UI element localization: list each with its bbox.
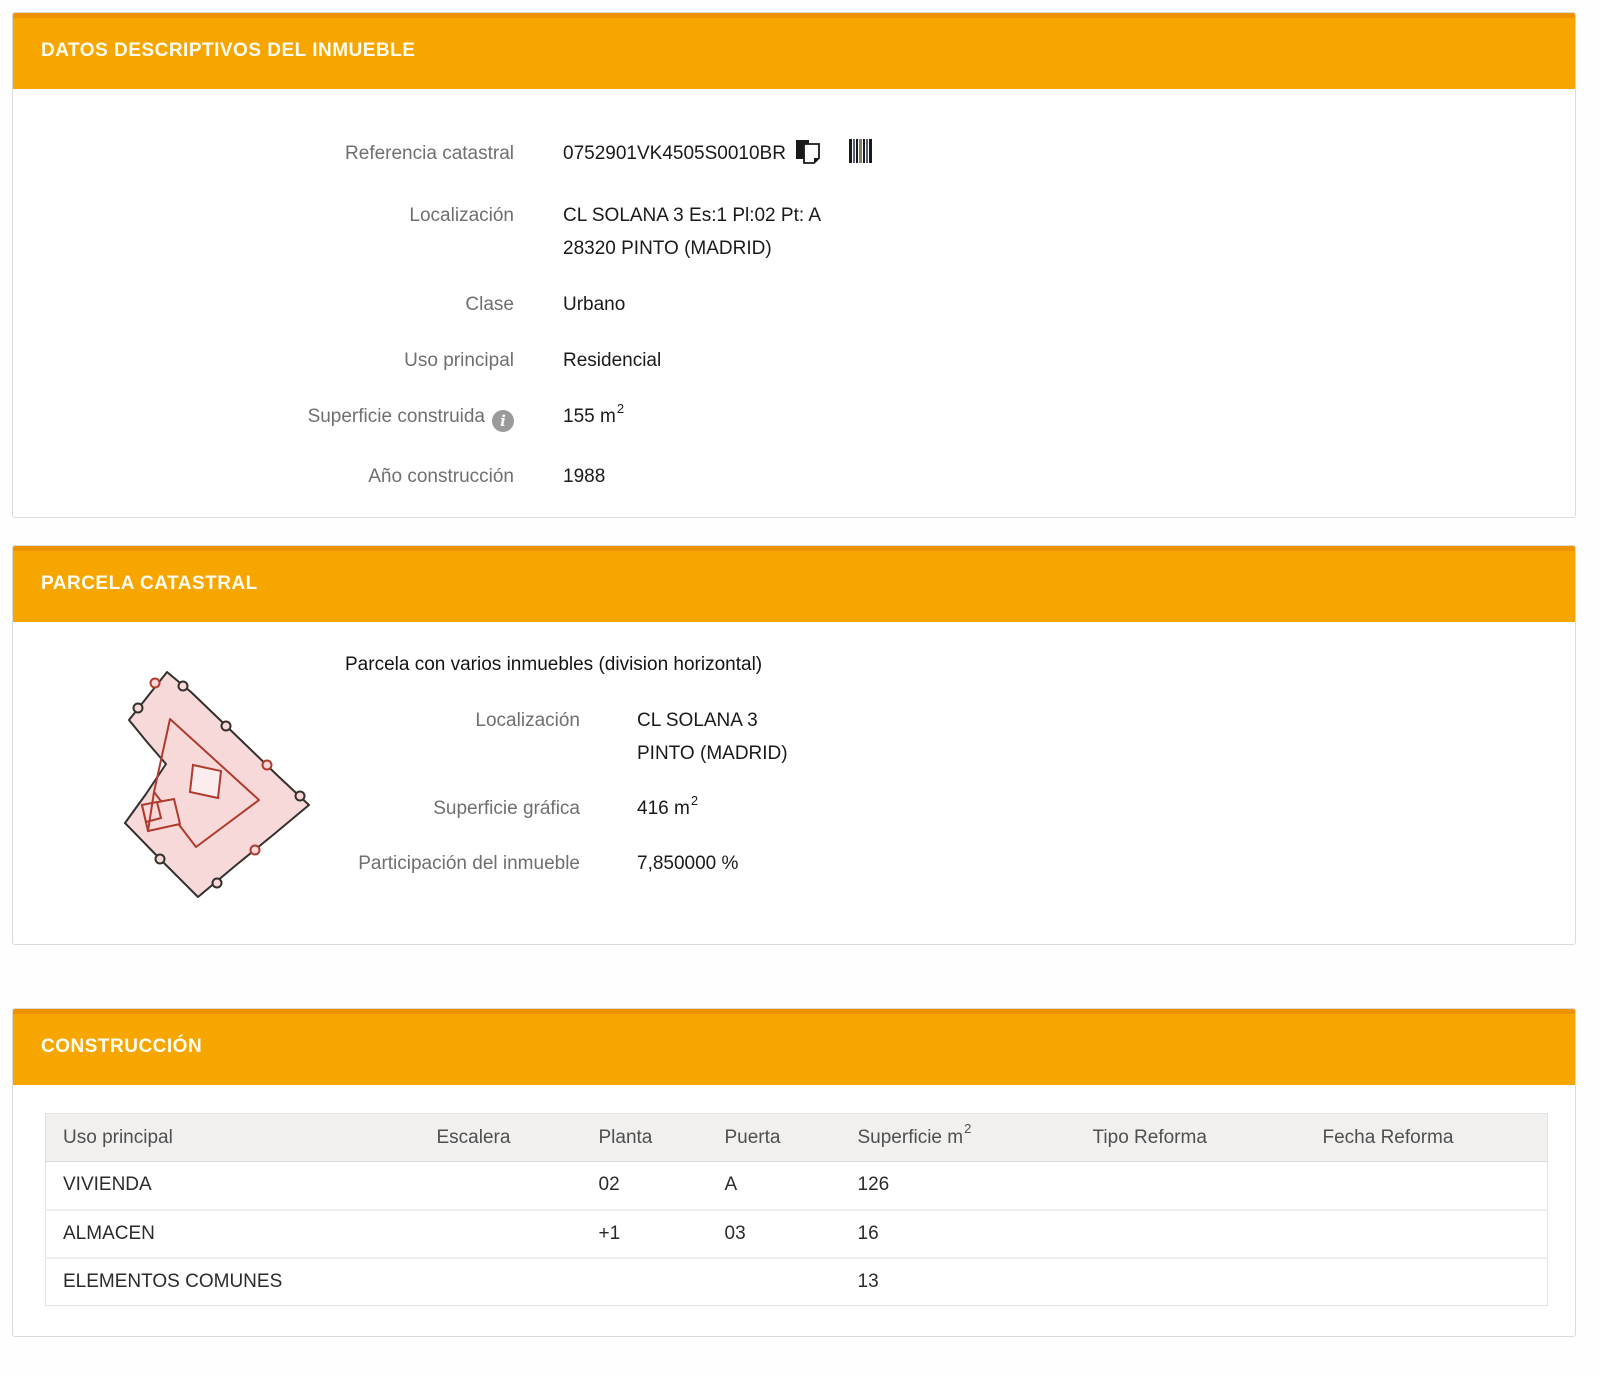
section-header: PARCELA CATASTRAL — [13, 546, 1575, 622]
info-icon-glyph: i — [492, 410, 514, 432]
cell-superficie: 126 — [840, 1161, 1076, 1211]
parcel-map[interactable] — [95, 648, 310, 908]
cell-uso-principal: ELEMENTOS COMUNES — [45, 1257, 420, 1306]
copy-icon-glyph — [795, 140, 820, 164]
col-header-puerta: Puerta — [707, 1113, 841, 1162]
parcela-subtitle: Parcela con varios inmuebles (division h… — [345, 654, 763, 675]
parcel-map-container — [13, 648, 345, 914]
cell-planta: 02 — [581, 1161, 708, 1211]
col-header-planta: Planta — [581, 1113, 708, 1162]
cell-uso-principal: VIVIENDA — [45, 1161, 420, 1211]
barcode-icon[interactable] — [848, 139, 875, 176]
anio-construccion-label: Año construcción — [368, 466, 514, 487]
section-title: CONSTRUCCIÓN — [41, 1036, 203, 1057]
section-construccion: CONSTRUCCIÓN Uso principal Escalera Plan… — [12, 1008, 1576, 1337]
localizacion-label: Localización — [409, 205, 514, 226]
cell-fecha-reforma — [1305, 1257, 1548, 1306]
cell-superficie: 16 — [840, 1209, 1076, 1259]
table-row: ELEMENTOS COMUNES 13 — [45, 1257, 1548, 1306]
superficie-construida-label: Superficie construida i — [13, 400, 514, 437]
cell-tipo-reforma — [1075, 1161, 1306, 1211]
localizacion-value: CL SOLANA 3 Es:1 Pl:02 Pt: A 28320 PINTO… — [563, 199, 1575, 265]
col-header-uso-principal: Uso principal — [45, 1113, 420, 1162]
table-row: ALMACEN +1 03 16 — [45, 1209, 1548, 1259]
cell-tipo-reforma — [1075, 1257, 1306, 1306]
parcela-localizacion-value: CL SOLANA 3 PINTO (MADRID) — [637, 704, 1575, 770]
section-title: PARCELA CATASTRAL — [41, 573, 258, 594]
cell-tipo-reforma — [1075, 1209, 1306, 1259]
superficie-construida-value: 155 m2 — [563, 400, 625, 427]
cell-uso-principal: ALMACEN — [45, 1209, 420, 1259]
construccion-table: Uso principal Escalera Planta Puerta Sup… — [45, 1113, 1548, 1306]
referencia-value-cell: 0752901VK4505S0010BR — [563, 137, 1575, 176]
clase-value: Urbano — [563, 294, 626, 315]
anio-construccion-value: 1988 — [563, 466, 606, 487]
cell-escalera — [419, 1257, 582, 1306]
cell-puerta — [707, 1257, 841, 1306]
parcel-boundary-bumps — [132, 677, 306, 889]
cell-superficie: 13 — [840, 1257, 1076, 1306]
row-superficie-construida: Superficie construida i 155 m2 — [13, 400, 1575, 437]
section-parcela-catastral: PARCELA CATASTRAL — [12, 545, 1576, 945]
cell-planta: +1 — [581, 1209, 708, 1259]
clase-label: Clase — [465, 294, 514, 315]
participacion-label: Participación del inmueble — [358, 853, 580, 874]
parcel-courtyard — [188, 763, 223, 800]
row-parcela-localizacion: Localización CL SOLANA 3 PINTO (MADRID) — [345, 704, 1575, 770]
row-referencia-catastral: Referencia catastral 0752901VK4505S0010B… — [13, 137, 1575, 176]
cell-puerta: 03 — [707, 1209, 841, 1259]
parcela-details: Parcela con varios inmuebles (division h… — [345, 648, 1575, 914]
col-header-escalera: Escalera — [419, 1113, 582, 1162]
datos-body: Referencia catastral 0752901VK4505S0010B… — [13, 89, 1575, 493]
row-anio-construccion: Año construcción 1988 — [13, 460, 1575, 493]
superficie-construida-label-text: Superficie construida — [307, 406, 485, 427]
row-localizacion: Localización CL SOLANA 3 Es:1 Pl:02 Pt: … — [13, 199, 1575, 265]
section-header: DATOS DESCRIPTIVOS DEL INMUEBLE — [13, 13, 1575, 89]
uso-principal-value: Residencial — [563, 350, 662, 371]
table-row: VIVIENDA 02 A 126 — [45, 1161, 1548, 1211]
cell-planta — [581, 1257, 708, 1306]
parcela-localizacion-label: Localización — [475, 710, 580, 731]
col-header-fecha-reforma: Fecha Reforma — [1305, 1113, 1548, 1162]
col-header-superficie: Superficie m2 — [840, 1113, 1076, 1162]
row-participacion: Participación del inmueble 7,850000 % — [345, 847, 1575, 880]
parcela-localizacion-line1: CL SOLANA 3 — [637, 710, 758, 731]
cell-fecha-reforma — [1305, 1161, 1548, 1211]
superficie-grafica-label: Superficie gráfica — [433, 798, 580, 819]
parcel-building-footprint — [153, 718, 260, 848]
localizacion-line1: CL SOLANA 3 Es:1 Pl:02 Pt: A — [563, 205, 822, 226]
referencia-value: 0752901VK4505S0010BR — [563, 143, 786, 164]
info-icon[interactable]: i — [492, 404, 514, 437]
row-uso-principal: Uso principal Residencial — [13, 344, 1575, 377]
section-title: DATOS DESCRIPTIVOS DEL INMUEBLE — [41, 40, 416, 61]
cell-escalera — [419, 1161, 582, 1211]
superficie-grafica-value: 416 m2 — [637, 792, 699, 819]
cell-fecha-reforma — [1305, 1209, 1548, 1259]
participacion-value: 7,850000 % — [637, 853, 739, 874]
copy-icon[interactable] — [795, 139, 821, 176]
parcela-localizacion-line2: PINTO (MADRID) — [637, 743, 788, 764]
parcel-inner-line — [147, 791, 155, 832]
section-datos-descriptivos: DATOS DESCRIPTIVOS DEL INMUEBLE Referenc… — [12, 12, 1576, 518]
row-superficie-grafica: Superficie gráfica 416 m2 — [345, 792, 1575, 825]
section-header: CONSTRUCCIÓN — [13, 1009, 1575, 1085]
cell-puerta: A — [707, 1161, 841, 1211]
parcela-body: Parcela con varios inmuebles (division h… — [13, 622, 1575, 914]
cell-escalera — [419, 1209, 582, 1259]
col-header-tipo-reforma: Tipo Reforma — [1075, 1113, 1306, 1162]
uso-principal-label: Uso principal — [404, 350, 514, 371]
construccion-table-container: Uso principal Escalera Planta Puerta Sup… — [13, 1085, 1575, 1330]
table-header-row: Uso principal Escalera Planta Puerta Sup… — [45, 1113, 1548, 1162]
row-clase: Clase Urbano — [13, 288, 1575, 321]
barcode-icon-glyph — [848, 139, 872, 163]
localizacion-line2: 28320 PINTO (MADRID) — [563, 238, 772, 259]
referencia-label: Referencia catastral — [345, 143, 514, 164]
